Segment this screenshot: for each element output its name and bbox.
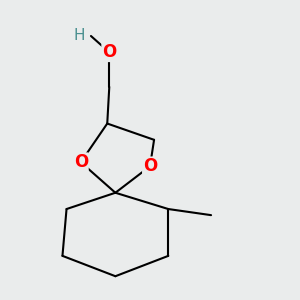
Text: O: O	[74, 153, 88, 171]
Text: O: O	[143, 157, 157, 175]
Text: O: O	[102, 43, 116, 61]
Text: H: H	[74, 28, 85, 44]
